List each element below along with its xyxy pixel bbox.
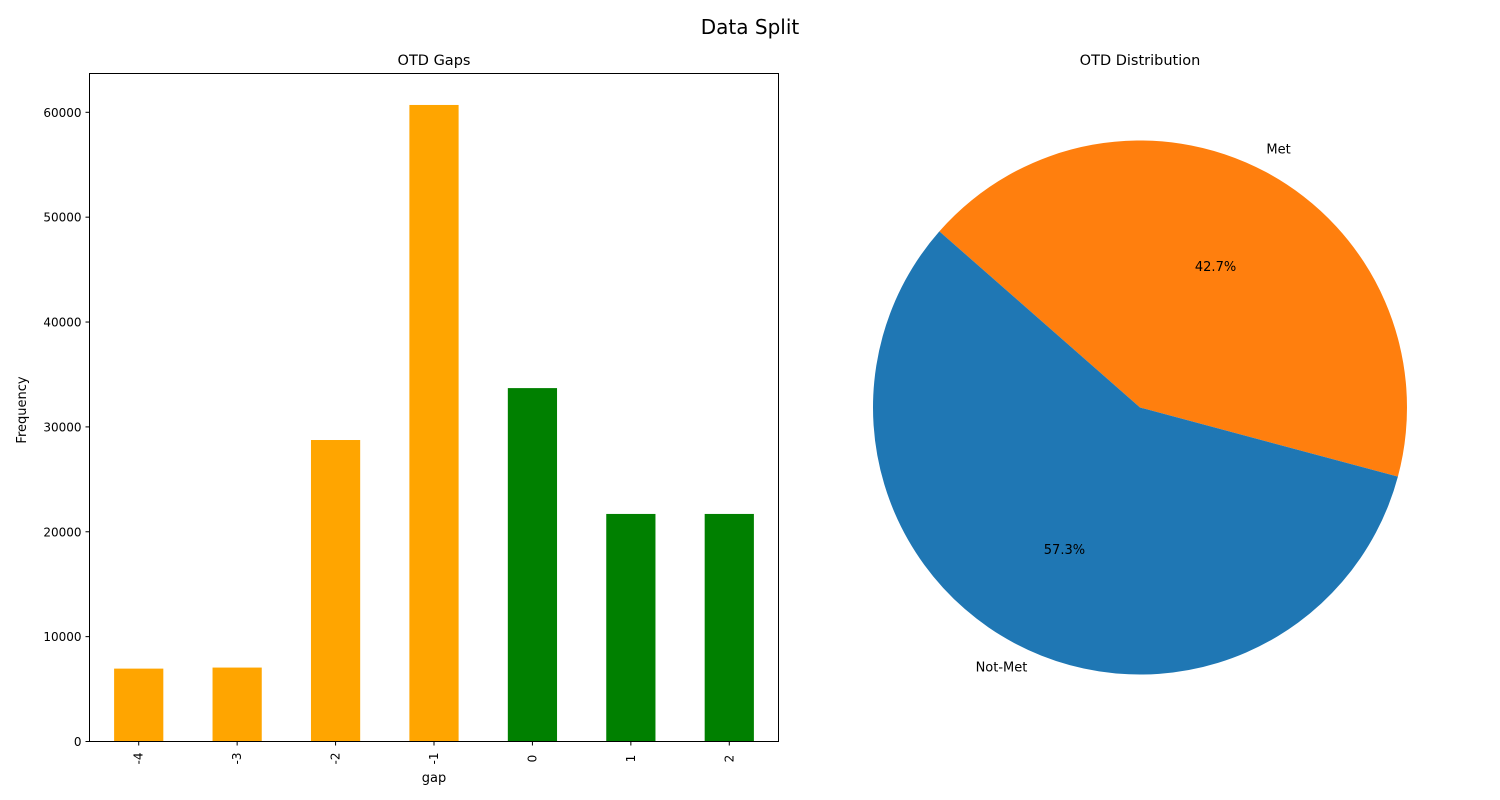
y-tick-label-0: 0 (74, 735, 82, 749)
x-tick-label-2: 2 (722, 755, 736, 763)
bar-chart: OTD Gaps 0 10000 20000 30000 40000 50000 60000… (15, 53, 779, 786)
bar-1 (606, 513, 656, 742)
x-tick-label-0: 0 (525, 755, 539, 763)
x-axis-label: gap (422, 771, 446, 786)
y-tick-label-20000: 20000 (43, 525, 81, 539)
bar--2 (310, 440, 361, 742)
y-tick-label-40000: 40000 (43, 316, 81, 330)
y-axis-label: Frequency (15, 376, 30, 443)
bar--1 (409, 104, 459, 742)
plot-frame (89, 73, 779, 742)
y-tick-label-60000: 60000 (43, 106, 81, 120)
x-tick-label--3: -3 (230, 753, 244, 765)
bar-marks (114, 104, 754, 742)
x-tick-label--2: -2 (329, 753, 343, 765)
bar--4 (114, 668, 164, 742)
x-tick-label--1: -1 (427, 753, 441, 765)
x-tick-label--4: -4 (132, 753, 146, 765)
y-tick-label-50000: 50000 (43, 211, 81, 225)
bar--3 (212, 667, 262, 742)
y-tick-label-30000: 30000 (43, 420, 81, 434)
figure-title: Data Split (701, 15, 800, 39)
pie-label-met: Met (1266, 143, 1290, 158)
bar-2 (704, 513, 754, 742)
bar-chart-title: OTD Gaps (398, 53, 471, 69)
y-tick-label-10000: 10000 (43, 630, 81, 644)
pie-pct-met: 42.7% (1195, 260, 1236, 275)
pie-slice-not-met (873, 231, 1398, 675)
pie-label-not-met: Not-Met (976, 660, 1028, 675)
x-axis: -4 -3 -2 -1 0 1 2 (132, 741, 736, 765)
bar-0 (507, 388, 558, 742)
y-axis: 0 10000 20000 30000 40000 50000 60000 (43, 106, 90, 749)
pie-marks: Met 42.7% Not-Met 57.3% (873, 140, 1408, 675)
pie-pct-not-met: 57.3% (1044, 543, 1085, 558)
x-tick-label-1: 1 (624, 755, 638, 763)
pie-chart-title: OTD Distribution (1080, 53, 1201, 69)
pie-chart: OTD Distribution Met 42.7% Not-Met 57.3% (873, 53, 1408, 675)
pie-slice-met (939, 140, 1408, 477)
